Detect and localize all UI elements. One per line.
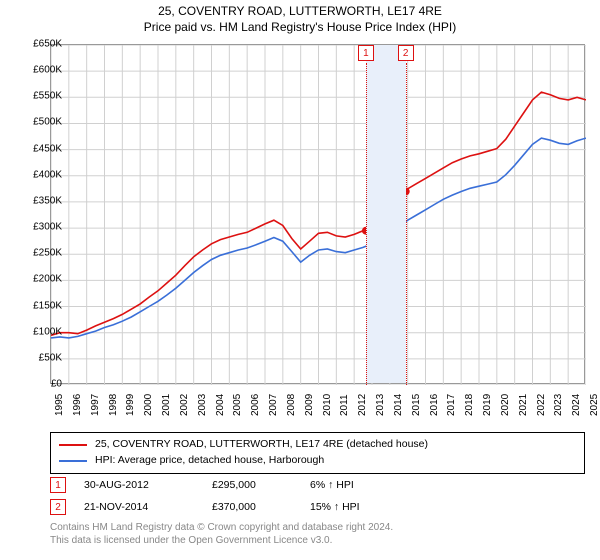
x-tick-label: 2019: [482, 394, 493, 416]
x-tick-label: 1997: [90, 394, 101, 416]
footer-line: This data is licensed under the Open Gov…: [50, 535, 393, 548]
x-tick-label: 2003: [197, 394, 208, 416]
legend-row: HPI: Average price, detached house, Harb…: [59, 453, 576, 469]
titles: 25, COVENTRY ROAD, LUTTERWORTH, LE17 4RE…: [0, 0, 600, 34]
sale-price: £295,000: [212, 479, 292, 491]
sale-marker-vline: [366, 63, 367, 385]
legend: 25, COVENTRY ROAD, LUTTERWORTH, LE17 4RE…: [50, 432, 585, 474]
x-tick-label: 2010: [322, 394, 333, 416]
legend-swatch: [59, 444, 87, 446]
y-tick-label: £100K: [33, 326, 62, 337]
x-tick-label: 2020: [500, 394, 511, 416]
y-tick-label: £450K: [33, 143, 62, 154]
x-tick-label: 2009: [304, 394, 315, 416]
sales-table: 1 30-AUG-2012 £295,000 6% ↑ HPI 2 21-NOV…: [50, 474, 420, 518]
table-row: 2 21-NOV-2014 £370,000 15% ↑ HPI: [50, 496, 420, 518]
sale-delta: 6% ↑ HPI: [310, 479, 420, 491]
sale-marker-flag: 2: [398, 45, 414, 61]
x-tick-label: 2002: [179, 394, 190, 416]
x-tick-label: 2014: [393, 394, 404, 416]
x-tick-label: 1995: [54, 394, 65, 416]
table-row: 1 30-AUG-2012 £295,000 6% ↑ HPI: [50, 474, 420, 496]
legend-label: 25, COVENTRY ROAD, LUTTERWORTH, LE17 4RE…: [95, 437, 428, 453]
x-tick-label: 2016: [429, 394, 440, 416]
sale-date: 30-AUG-2012: [84, 479, 194, 491]
sale-badge: 1: [50, 477, 66, 493]
x-tick-label: 2024: [571, 394, 582, 416]
highlight-band: [366, 45, 406, 383]
x-tick-label: 2006: [250, 394, 261, 416]
x-tick-label: 2015: [411, 394, 422, 416]
sale-date: 21-NOV-2014: [84, 501, 194, 513]
y-tick-label: £350K: [33, 195, 62, 206]
x-tick-label: 1996: [72, 394, 83, 416]
chart-svg: [51, 45, 586, 385]
y-tick-label: £50K: [39, 352, 62, 363]
x-tick-label: 2005: [232, 394, 243, 416]
legend-row: 25, COVENTRY ROAD, LUTTERWORTH, LE17 4RE…: [59, 437, 576, 453]
chart-container: 25, COVENTRY ROAD, LUTTERWORTH, LE17 4RE…: [0, 0, 600, 560]
x-tick-label: 1998: [108, 394, 119, 416]
y-tick-label: £150K: [33, 300, 62, 311]
y-tick-label: £200K: [33, 274, 62, 285]
title-address: 25, COVENTRY ROAD, LUTTERWORTH, LE17 4RE: [0, 4, 600, 18]
x-tick-label: 2011: [339, 394, 350, 416]
x-tick-label: 2012: [357, 394, 368, 416]
x-tick-label: 2021: [518, 394, 529, 416]
x-tick-label: 2017: [446, 394, 457, 416]
sale-badge: 2: [50, 499, 66, 515]
x-tick-label: 2008: [286, 394, 297, 416]
x-tick-label: 2023: [553, 394, 564, 416]
sale-marker-vline: [406, 63, 407, 385]
y-tick-label: £300K: [33, 222, 62, 233]
x-tick-label: 2018: [464, 394, 475, 416]
y-tick-label: £550K: [33, 91, 62, 102]
legend-swatch: [59, 460, 87, 462]
title-subtitle: Price paid vs. HM Land Registry's House …: [0, 20, 600, 34]
x-tick-label: 2007: [268, 394, 279, 416]
sale-delta: 15% ↑ HPI: [310, 501, 420, 513]
footer: Contains HM Land Registry data © Crown c…: [50, 522, 393, 547]
grid: [51, 45, 586, 385]
x-tick-label: 2013: [375, 394, 386, 416]
x-tick-label: 2025: [589, 394, 600, 416]
sale-price: £370,000: [212, 501, 292, 513]
x-tick-label: 2001: [161, 394, 172, 416]
sale-marker-flag: 1: [358, 45, 374, 61]
y-tick-label: £400K: [33, 169, 62, 180]
y-tick-label: £0: [51, 379, 62, 390]
y-tick-label: £650K: [33, 39, 62, 50]
plot-area: 12: [50, 44, 585, 384]
x-tick-label: 2004: [215, 394, 226, 416]
x-tick-label: 1999: [125, 394, 136, 416]
x-tick-label: 2022: [536, 394, 547, 416]
legend-label: HPI: Average price, detached house, Harb…: [95, 453, 324, 469]
x-tick-label: 2000: [143, 394, 154, 416]
y-tick-label: £250K: [33, 248, 62, 259]
y-tick-label: £600K: [33, 65, 62, 76]
y-tick-label: £500K: [33, 117, 62, 128]
footer-line: Contains HM Land Registry data © Crown c…: [50, 522, 393, 535]
